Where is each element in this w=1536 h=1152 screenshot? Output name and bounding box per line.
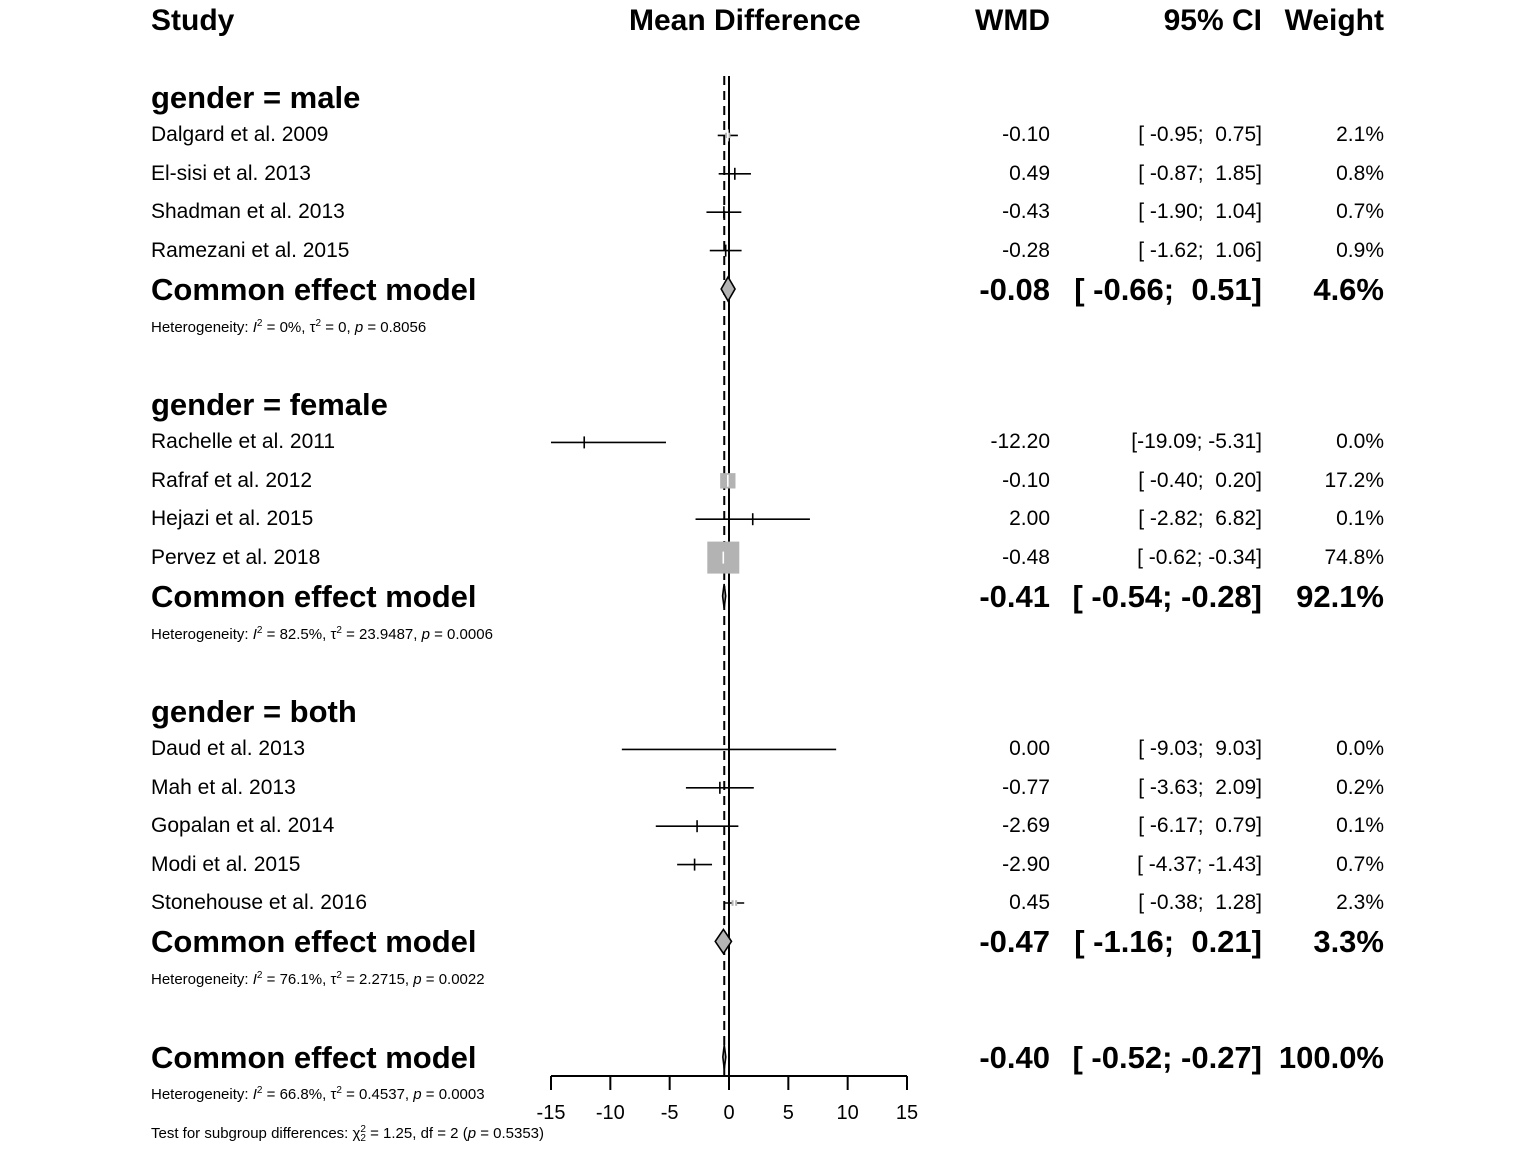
subgroup-pooled-diamond [720,275,736,303]
header-ci: 95% CI [1163,4,1262,37]
study-wmd: -2.90 [1002,852,1050,876]
study-ci: [ -3.63; 2.09] [1138,775,1262,799]
study-wmd: 0.00 [1009,737,1050,761]
overall-heterogeneity: Heterogeneity: I2 = 66.8%, τ2 = 0.4537, … [151,1085,485,1103]
subgroup-heading: gender = both [151,694,357,729]
x-tick-label: 10 [836,1102,859,1124]
subgroup-differences-test: Test for subgroup differences: χ2 2 = 1.2… [151,1124,544,1144]
study-name: Gopalan et al. 2014 [151,814,335,838]
x-tick-label: 15 [895,1102,919,1124]
subgroup-pooled-wmd: -0.47 [979,924,1050,960]
subgroup-heterogeneity: Heterogeneity: I2 = 76.1%, τ2 = 2.2715, … [151,970,485,989]
study-ci: [-19.09; -5.31] [1131,430,1262,454]
study-wmd: -0.28 [1002,238,1050,262]
study-weight: 0.2% [1336,775,1384,799]
subgroup-heterogeneity: Heterogeneity: I2 = 82.5%, τ2 = 23.9487,… [151,625,493,643]
study-name: Rachelle et al. 2011 [151,430,336,454]
study-name: Rafraf et al. 2012 [151,468,313,492]
study-ci: [ -2.82; 6.82] [1138,507,1262,531]
study-name: El-sisi et al. 2013 [151,161,311,185]
study-ci: [ -0.87; 1.85] [1138,161,1262,185]
study-wmd: -0.43 [1002,200,1050,224]
study-name: Stonehouse et al. 2016 [151,891,368,914]
study-wmd: 0.49 [1009,161,1050,185]
study-name: Hejazi et al. 2015 [151,507,314,531]
study-wmd: 2.00 [1009,507,1050,531]
study-wmd: -0.10 [1002,123,1050,147]
study-ci: [ -6.17; 0.79] [1138,814,1262,838]
subgroup-pooled-wmd: -0.08 [979,272,1050,307]
study-name: Ramezani et al. 2015 [151,238,350,262]
study-ci: [ -0.62; -0.34] [1137,545,1262,569]
study-ci: [ -9.03; 9.03] [1138,737,1262,761]
overall-pooled-diamond [722,1044,727,1070]
study-weight: 0.7% [1336,852,1384,876]
study-wmd: -12.20 [990,430,1050,454]
header-weight: Weight [1284,4,1384,37]
study-name: Modi et al. 2015 [151,852,301,876]
study-ci: [ -0.95; 0.75] [1138,123,1262,147]
overall-pooled-label: Common effect model [151,1040,477,1075]
study-wmd: 0.45 [1009,891,1050,914]
subgroup-pooled-weight: 92.1% [1296,579,1384,614]
subgroup-pooled-wmd: -0.41 [979,579,1050,614]
study-ci: [ -4.37; -1.43] [1137,852,1262,876]
subgroup-heading: gender = female [151,387,388,422]
study-weight: 0.8% [1336,161,1384,185]
study-weight: 17.2% [1324,468,1384,492]
study-weight: 0.0% [1336,430,1384,454]
subgroup-pooled-ci: [ -0.54; -0.28] [1072,579,1262,614]
x-tick-label: -5 [660,1102,679,1124]
study-name: Shadman et al. 2013 [151,200,345,224]
subgroup-heading: gender = male [151,80,361,115]
subgroup-heterogeneity: Heterogeneity: I2 = 0%, τ2 = 0, p = 0.80… [151,318,427,336]
subgroup-pooled-label: Common effect model [151,924,477,960]
subgroup-pooled-weight: 3.3% [1313,924,1384,960]
study-name: Pervez et al. 2018 [151,545,321,569]
header-wmd: WMD [975,4,1050,37]
study-weight: 74.8% [1324,545,1384,569]
study-weight: 2.3% [1336,891,1384,914]
x-tick-label: -10 [595,1102,625,1124]
study-weight: 0.1% [1336,814,1384,838]
study-weight: 0.9% [1336,238,1384,262]
overall-pooled-wmd: -0.40 [979,1040,1050,1075]
subgroup-pooled-diamond [714,927,733,955]
header-study: Study [151,4,235,37]
x-tick-label: -15 [536,1102,566,1124]
study-name: Dalgard et al. 2009 [151,123,329,147]
overall-pooled-ci: [ -0.52; -0.27] [1072,1040,1262,1075]
study-wmd: -0.77 [1002,775,1050,799]
subgroup-pooled-label: Common effect model [151,272,477,307]
study-ci: [ -1.90; 1.04] [1138,200,1262,224]
study-name: Mah et al. 2013 [151,775,296,799]
x-tick-label: 0 [723,1102,735,1124]
study-name: Daud et al. 2013 [151,737,306,761]
overall-pooled-weight: 100.0% [1278,1040,1384,1075]
study-wmd: -0.10 [1002,468,1050,492]
study-weight: 0.7% [1336,200,1384,224]
header-mean-difference: Mean Difference [629,4,861,37]
subgroup-pooled-diamond [721,583,727,609]
subgroup-pooled-label: Common effect model [151,579,477,614]
subgroup-pooled-ci: [ -1.16; 0.21] [1074,924,1262,960]
study-weight: 2.1% [1336,123,1384,147]
subgroup-pooled-ci: [ -0.66; 0.51] [1074,272,1262,307]
study-wmd: -2.69 [1002,814,1050,838]
study-ci: [ -1.62; 1.06] [1138,238,1262,262]
study-weight: 0.1% [1336,507,1384,531]
x-tick-label: 5 [782,1102,794,1124]
study-ci: [ -0.40; 0.20] [1138,468,1262,492]
study-wmd: -0.48 [1002,545,1050,569]
study-ci: [ -0.38; 1.28] [1138,891,1262,914]
study-weight: 0.0% [1336,737,1384,761]
subgroup-pooled-weight: 4.6% [1313,272,1384,307]
